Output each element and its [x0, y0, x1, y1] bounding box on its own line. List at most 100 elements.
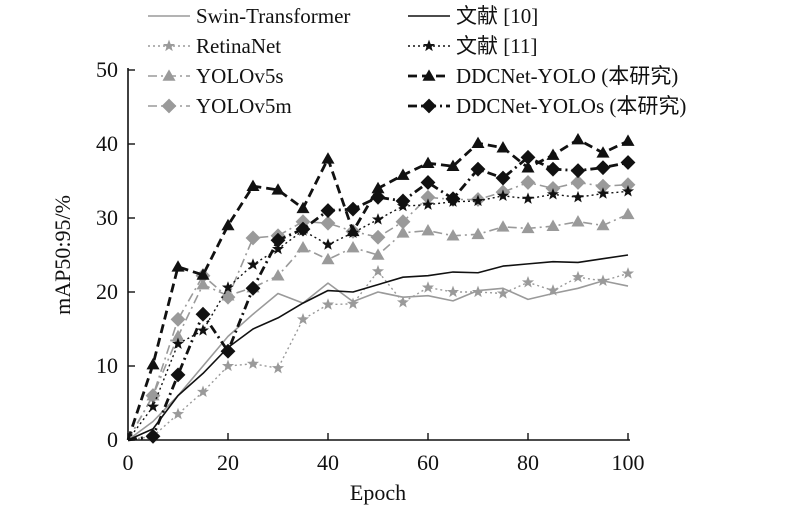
legend-item: 文献 [10] — [408, 4, 538, 28]
legend-label: 文献 [10] — [456, 4, 538, 28]
data-point — [571, 190, 585, 203]
legend-item: YOLOv5m — [148, 94, 292, 118]
y-tick-label: 10 — [96, 353, 118, 378]
y-tick-label: 40 — [96, 131, 118, 156]
legend-marker — [162, 39, 176, 52]
data-point — [321, 152, 335, 164]
data-point — [371, 248, 385, 260]
data-point — [296, 240, 310, 253]
x-tick-label: 80 — [517, 450, 539, 475]
data-point — [571, 215, 585, 227]
legend-label: 文献 [11] — [456, 34, 537, 58]
data-point — [621, 267, 635, 279]
axes: 0 10 20 30 40 50 0 20 40 60 80 100 — [96, 57, 645, 475]
series-6 — [126, 132, 635, 441]
data-point — [370, 229, 386, 245]
data-point — [321, 238, 335, 250]
data-point — [246, 258, 260, 270]
data-point — [396, 226, 410, 238]
legend-item: DDCNet-YOLO (本研究) — [408, 64, 678, 88]
data-point — [595, 160, 611, 176]
data-point — [296, 313, 310, 325]
series-line — [127, 181, 629, 441]
data-point — [520, 175, 536, 190]
legend-label: DDCNet-YOLOs (本研究) — [456, 94, 686, 118]
series-4 — [127, 254, 629, 441]
data-point — [346, 224, 360, 237]
data-point — [170, 311, 186, 327]
data-point — [621, 134, 635, 146]
data-point — [495, 170, 511, 186]
data-point — [371, 213, 385, 225]
x-tick-label: 20 — [217, 450, 239, 475]
series-line — [127, 155, 629, 442]
data-point — [245, 230, 261, 246]
legend-label: YOLOv5s — [196, 64, 284, 88]
x-axis-title: Epoch — [350, 480, 406, 505]
legend-marker — [162, 69, 176, 81]
data-point — [396, 168, 410, 180]
data-point — [145, 428, 161, 444]
data-point — [520, 149, 536, 165]
y-tick-label: 20 — [96, 279, 118, 304]
data-point — [171, 407, 185, 420]
legend-marker — [161, 98, 177, 114]
data-point — [521, 221, 535, 234]
data-point — [171, 260, 185, 272]
data-point — [421, 281, 435, 293]
data-point — [196, 385, 210, 398]
data-point — [620, 155, 636, 170]
data-point — [571, 270, 585, 283]
legend-label: Swin-Transformer — [196, 4, 350, 28]
data-point — [320, 215, 336, 231]
legend-label: RetinaNet — [196, 34, 281, 58]
y-tick-label: 50 — [96, 57, 118, 82]
data-point — [271, 269, 285, 281]
data-point — [345, 201, 361, 217]
data-point — [546, 219, 560, 231]
data-point — [346, 240, 360, 253]
data-point — [545, 161, 561, 177]
data-point — [621, 184, 635, 197]
data-point — [496, 287, 510, 299]
data-point — [496, 220, 510, 232]
series-layer — [126, 132, 636, 444]
data-point — [321, 298, 335, 310]
data-point — [421, 223, 435, 236]
data-point — [546, 187, 560, 200]
data-point — [371, 264, 385, 277]
data-point — [246, 179, 260, 191]
data-point — [420, 175, 436, 190]
data-point — [445, 191, 461, 207]
data-point — [596, 218, 610, 231]
data-point — [570, 163, 586, 179]
data-point — [295, 221, 311, 237]
data-point — [270, 232, 286, 248]
series-3 — [127, 175, 636, 441]
data-point — [220, 343, 236, 359]
x-tick-label: 100 — [612, 450, 645, 475]
data-point — [471, 285, 485, 298]
data-point — [571, 132, 585, 145]
data-point — [245, 280, 261, 296]
data-point — [496, 141, 510, 153]
legend-marker — [422, 69, 436, 81]
data-point — [196, 324, 210, 336]
series-7 — [127, 149, 636, 444]
legend-label: YOLOv5m — [196, 94, 292, 118]
data-point — [195, 306, 211, 322]
data-point — [246, 357, 260, 369]
data-point — [271, 183, 285, 195]
data-point — [470, 161, 486, 177]
data-point — [471, 227, 485, 240]
series-1 — [127, 264, 635, 442]
legend-item: 文献 [11] — [408, 34, 537, 58]
x-tick-label: 60 — [417, 450, 439, 475]
legend-label: DDCNet-YOLO (本研究) — [456, 64, 678, 88]
data-point — [570, 175, 586, 190]
legend: Swin-Transformer RetinaNet YOLOv5s YOLOv5m 文… — [148, 4, 686, 118]
x-tick-label: 0 — [123, 450, 134, 475]
data-point — [396, 295, 410, 308]
y-axis-title: mAP50:95/% — [50, 195, 75, 315]
data-point — [395, 193, 411, 209]
